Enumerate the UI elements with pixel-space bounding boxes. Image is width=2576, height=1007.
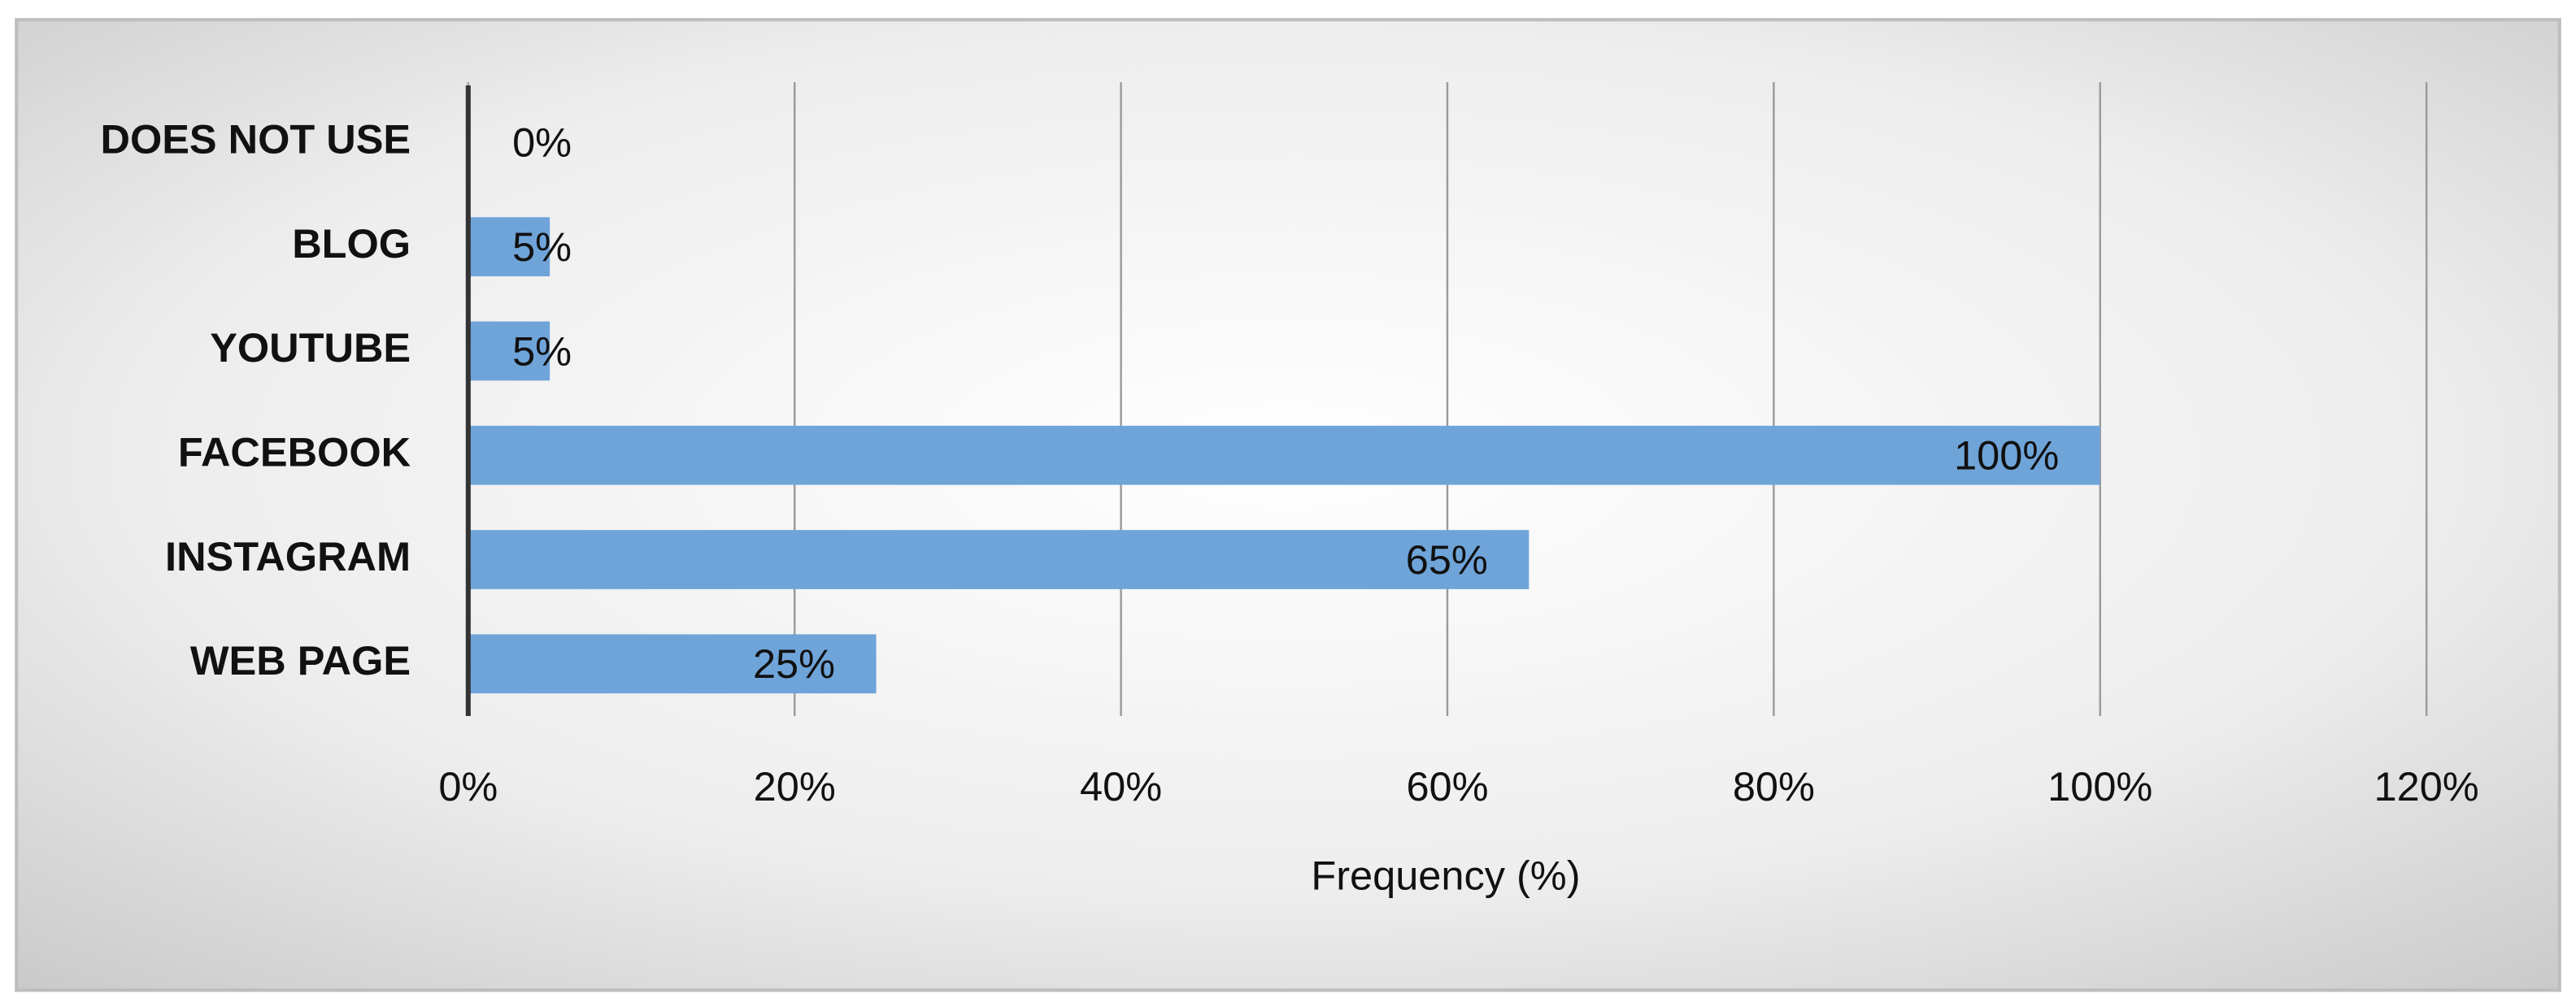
x-tick-label: 120% bbox=[2374, 763, 2479, 810]
chart-frame bbox=[15, 18, 2561, 992]
value-label: 5% bbox=[512, 224, 572, 270]
bar bbox=[468, 321, 550, 381]
x-tick-label: 40% bbox=[1080, 763, 1162, 810]
value-label: 100% bbox=[1954, 432, 2059, 479]
x-axis-label: Frequency (%) bbox=[1311, 852, 1580, 898]
x-tick-label: 100% bbox=[2047, 763, 2152, 810]
x-tick-label: 20% bbox=[754, 763, 836, 810]
value-label: 0% bbox=[512, 119, 572, 166]
bar bbox=[468, 217, 550, 276]
x-tick-label: 60% bbox=[1406, 763, 1488, 810]
y-tick-label: INSTAGRAM bbox=[165, 533, 411, 579]
bar bbox=[468, 425, 2100, 485]
y-tick-label: DOES NOT USE bbox=[100, 116, 411, 163]
y-tick-label: BLOG bbox=[292, 220, 411, 267]
bar bbox=[468, 634, 877, 694]
y-tick-label: WEB PAGE bbox=[190, 637, 411, 684]
bar bbox=[468, 530, 1530, 589]
x-tick-label: 0% bbox=[438, 763, 498, 810]
y-tick-label: YOUTUBE bbox=[210, 324, 411, 371]
value-label: 65% bbox=[1406, 536, 1488, 583]
value-label: 5% bbox=[512, 328, 572, 374]
value-label: 25% bbox=[753, 640, 835, 687]
y-tick-label: FACEBOOK bbox=[178, 429, 411, 475]
x-tick-label: 80% bbox=[1733, 763, 1815, 810]
